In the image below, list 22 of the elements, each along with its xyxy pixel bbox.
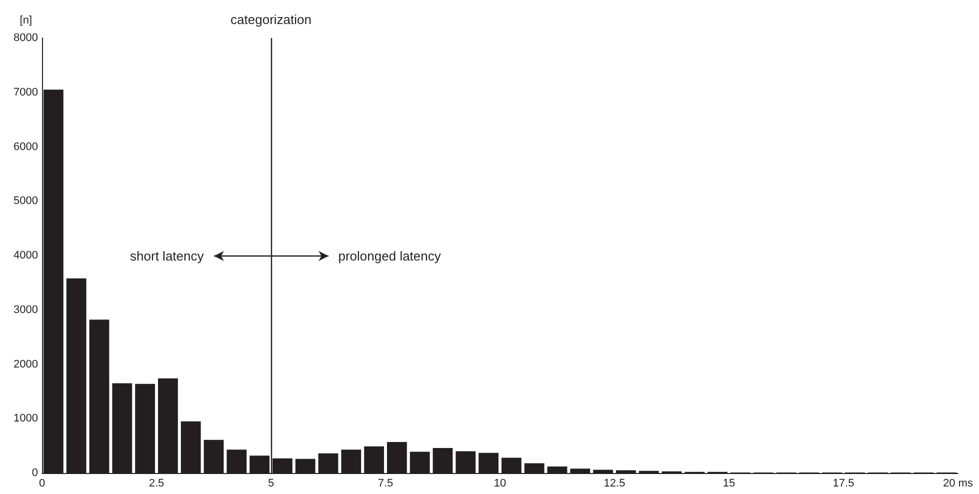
y-tick-label: 5000 xyxy=(14,195,38,208)
x-tick-label: 20 ms xyxy=(943,478,974,490)
annotation: short latency xyxy=(130,248,204,263)
annotation: prolonged latency xyxy=(338,248,441,263)
y-tick-label: 7000 xyxy=(14,86,38,98)
y-tick-label: 6000 xyxy=(14,140,38,153)
y-tick-label: 8000 xyxy=(14,32,38,44)
y-tick-label: 0 xyxy=(32,467,38,479)
x-tick-label: 0 xyxy=(38,478,46,490)
x-tick-label: 5 xyxy=(268,478,274,490)
x-tick-label: 10 xyxy=(494,478,506,490)
x-tick-label: 17.5 xyxy=(832,478,854,490)
y-tick-label: 1000 xyxy=(14,412,38,425)
x-tick-label: 15 xyxy=(722,478,736,490)
y-tick-label: 2000 xyxy=(14,358,38,370)
x-tick-label: 7.5 xyxy=(378,478,394,490)
x-tick-label: 2.5 xyxy=(148,478,164,490)
y-tick-label: 3000 xyxy=(14,304,38,316)
y-axis-title: [n] xyxy=(20,14,32,26)
x-tick-label: 12.5 xyxy=(604,478,626,490)
ref-line-label: categorization xyxy=(230,12,312,27)
y-tick-label: 4000 xyxy=(14,250,38,262)
